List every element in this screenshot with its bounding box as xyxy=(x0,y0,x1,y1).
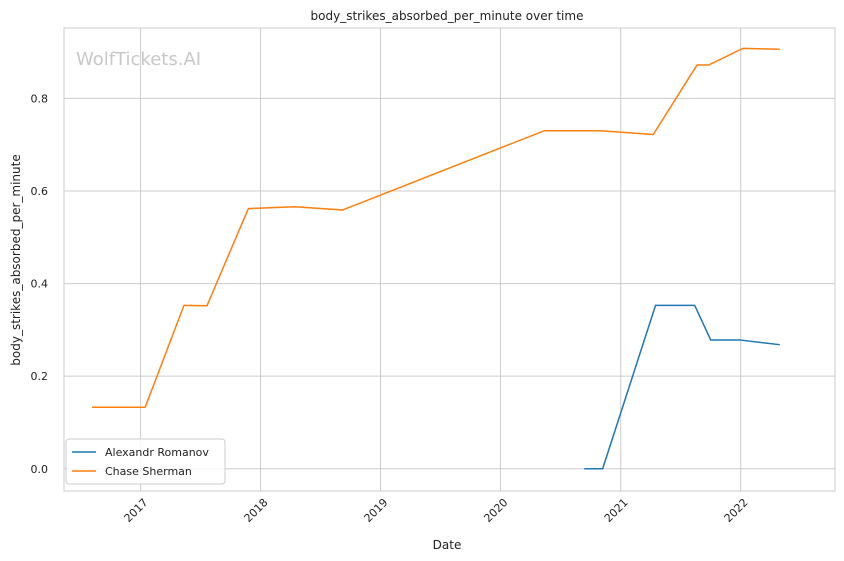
x-axis-label: Date xyxy=(433,538,462,552)
legend-entry-label: Alexandr Romanov xyxy=(105,446,209,459)
series-line-alexandr-romanov xyxy=(584,304,780,470)
y-tick-label: 0.0 xyxy=(31,463,49,476)
legend: Alexandr Romanov Chase Sherman xyxy=(65,438,226,485)
y-axis-ticks: 0.0 0.2 0.4 0.6 0.8 xyxy=(31,92,49,475)
y-tick-label: 0.8 xyxy=(31,92,49,105)
series-line-chase-sherman xyxy=(91,47,780,408)
y-axis-label: body_strikes_absorbed_per_minute xyxy=(9,154,23,365)
watermark: WolfTickets.AI xyxy=(76,49,201,70)
legend-entry-label: Chase Sherman xyxy=(105,465,192,478)
y-tick-label: 0.4 xyxy=(31,278,49,291)
grid xyxy=(64,28,835,491)
series-layer xyxy=(91,47,780,470)
legend-box xyxy=(65,438,226,485)
y-tick-label: 0.6 xyxy=(31,185,49,198)
plot-background xyxy=(64,28,835,491)
chart-title: body_strikes_absorbed_per_minute over ti… xyxy=(311,9,584,23)
plot-area: WolfTickets.AI xyxy=(63,27,836,492)
y-tick-label: 0.2 xyxy=(31,370,49,383)
plot-frame xyxy=(63,27,836,492)
